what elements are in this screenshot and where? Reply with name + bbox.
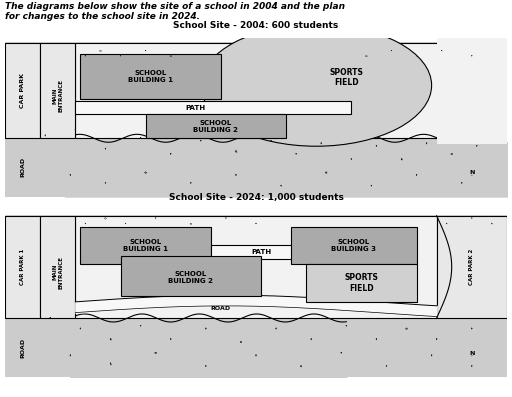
Text: ROAD: ROAD — [20, 337, 25, 358]
Text: N: N — [469, 170, 475, 175]
Text: MAIN
ENTRANCE: MAIN ENTRANCE — [52, 256, 63, 289]
Bar — [145, 114, 286, 138]
Bar — [80, 54, 221, 98]
Bar — [437, 38, 512, 144]
Bar — [5, 318, 507, 377]
Circle shape — [201, 25, 432, 146]
Text: N: N — [469, 351, 475, 356]
Text: MAIN
ENTRANCE: MAIN ENTRANCE — [52, 79, 63, 112]
Bar — [40, 43, 75, 138]
Text: SCHOOL
BUILDING 2: SCHOOL BUILDING 2 — [194, 120, 238, 133]
Text: SPORTS
FIELD: SPORTS FIELD — [345, 273, 378, 293]
Text: The diagrams below show the site of a school in 2004 and the plan
for changes to: The diagrams below show the site of a sc… — [5, 2, 345, 21]
Text: CAR PARK 2: CAR PARK 2 — [470, 249, 474, 285]
Bar — [75, 43, 507, 138]
Text: SCHOOL
BUILDING 3: SCHOOL BUILDING 3 — [331, 239, 376, 252]
Bar — [306, 264, 417, 302]
Bar — [211, 245, 311, 259]
Bar — [75, 216, 437, 318]
Text: ROAD: ROAD — [20, 157, 25, 177]
Text: School Site - 2024: 1,000 students: School Site - 2024: 1,000 students — [168, 193, 344, 202]
Text: CAR PARK: CAR PARK — [20, 73, 25, 108]
Text: School Site - 2004: 600 students: School Site - 2004: 600 students — [174, 21, 338, 30]
Polygon shape — [5, 302, 70, 377]
Bar — [5, 43, 40, 138]
Polygon shape — [5, 122, 66, 197]
Bar — [291, 227, 417, 264]
Text: SCHOOL
BUILDING 1: SCHOOL BUILDING 1 — [123, 239, 168, 252]
Text: PATH: PATH — [251, 249, 271, 255]
Text: SCHOOL
BUILDING 1: SCHOOL BUILDING 1 — [128, 69, 173, 83]
Text: SCHOOL
BUILDING 2: SCHOOL BUILDING 2 — [168, 271, 213, 284]
Text: SPORTS
FIELD: SPORTS FIELD — [329, 68, 363, 87]
Text: CAR PARK 1: CAR PARK 1 — [20, 249, 25, 285]
Bar — [80, 227, 211, 264]
Bar — [40, 216, 75, 318]
Bar — [120, 256, 261, 297]
Bar — [75, 101, 351, 114]
Text: ROAD: ROAD — [211, 306, 231, 311]
Bar — [437, 38, 512, 144]
Bar — [437, 216, 507, 318]
Bar — [5, 216, 40, 318]
Text: PATH: PATH — [186, 105, 206, 111]
Bar — [5, 138, 507, 197]
